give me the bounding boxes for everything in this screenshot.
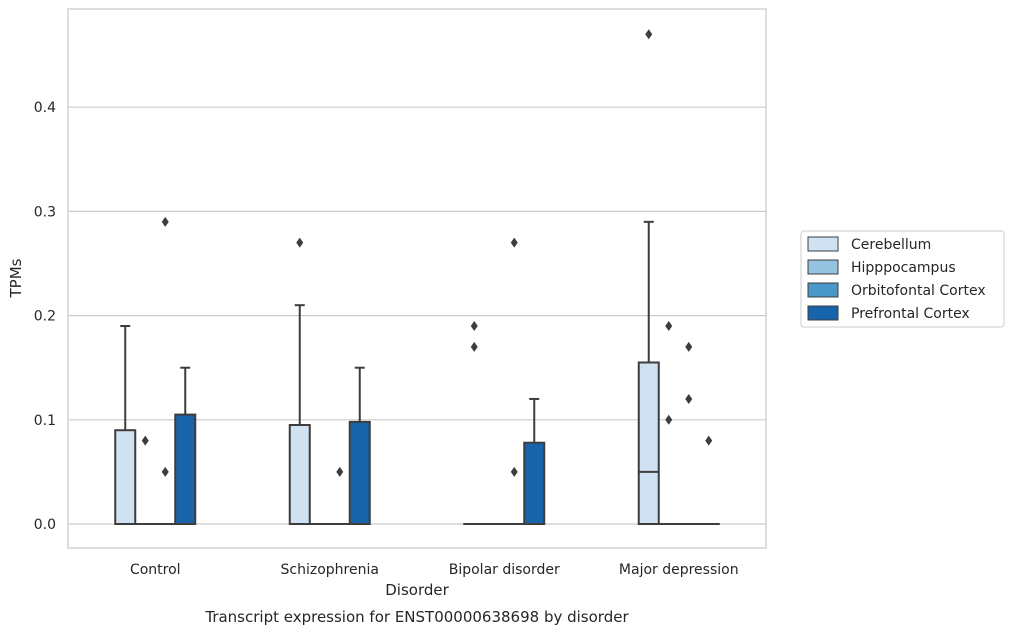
box-plot-marks — [115, 29, 719, 524]
outlier-point — [471, 321, 478, 331]
box-body — [639, 362, 659, 524]
y-tick-label: 0.3 — [34, 204, 56, 220]
y-tick-label: 0.1 — [34, 413, 56, 429]
outlier-point — [296, 238, 303, 248]
box-group — [350, 368, 370, 524]
legend-label: Hipppocampus — [851, 260, 956, 276]
y-tick-label: 0.0 — [34, 517, 56, 533]
legend-swatch — [808, 283, 838, 297]
legend-swatch — [808, 237, 838, 251]
outlier-point — [685, 342, 692, 352]
box-group — [155, 217, 175, 524]
legend-label: Prefrontal Cortex — [851, 306, 970, 322]
box-body — [115, 430, 135, 524]
box-body — [350, 422, 370, 524]
outlier-point — [511, 238, 518, 248]
outlier-point — [162, 217, 169, 227]
y-tick-label: 0.2 — [34, 309, 56, 325]
box-group — [659, 321, 679, 524]
box-group — [464, 321, 484, 524]
y-axis-label: TPMs — [7, 258, 25, 298]
x-axis-label: Disorder — [385, 581, 449, 599]
outlier-point — [665, 321, 672, 331]
y-tick-label: 0.4 — [34, 100, 56, 116]
box-body — [290, 425, 310, 524]
outlier-point — [162, 467, 169, 477]
outlier-point — [142, 436, 149, 446]
x-tick-label: Major depression — [619, 562, 739, 578]
outlier-point — [665, 415, 672, 425]
box-body — [175, 415, 195, 524]
x-tick-labels: Control Schizophrenia Bipolar disorder Majo… — [130, 562, 739, 578]
x-tick-label: Control — [130, 562, 181, 578]
box-body — [524, 443, 544, 524]
box-group — [175, 368, 195, 524]
outlier-point — [471, 342, 478, 352]
legend-label: Orbitofontal Cortex — [851, 283, 986, 299]
box-group — [699, 436, 719, 524]
x-tick-label: Schizophrenia — [281, 562, 379, 578]
x-tick-label: Bipolar disorder — [449, 562, 560, 578]
y-tick-labels: 0.0 0.1 0.2 0.3 0.4 — [34, 100, 56, 533]
outlier-point — [685, 394, 692, 404]
box-group — [115, 326, 135, 524]
box-group — [290, 238, 310, 524]
outlier-point — [645, 29, 652, 39]
plot-frame — [68, 9, 766, 548]
outlier-point — [336, 467, 343, 477]
box-group — [504, 238, 524, 524]
outlier-point — [705, 436, 712, 446]
box-group — [330, 467, 350, 524]
box-group — [135, 436, 155, 524]
legend-swatch — [808, 306, 838, 320]
legend: Cerebellum Hipppocampus Orbitofontal Corte… — [801, 231, 1004, 327]
grid-lines — [68, 107, 766, 524]
box-group — [524, 399, 544, 524]
box-group — [639, 29, 659, 524]
box-group — [679, 342, 699, 524]
legend-label: Cerebellum — [851, 237, 931, 253]
outlier-point — [511, 467, 518, 477]
chart-caption: Transcript expression for ENST0000063869… — [204, 608, 629, 626]
legend-swatch — [808, 260, 838, 274]
